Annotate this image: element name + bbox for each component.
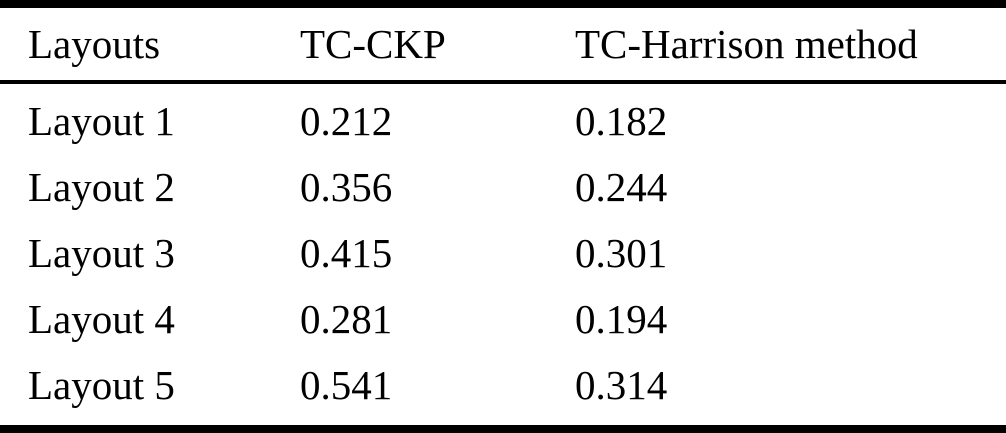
tc-harrison-value: 0.244 <box>575 163 668 210</box>
table-row: Layout 3 0.415 0.301 <box>0 229 1006 276</box>
row-label: Layout 1 <box>28 97 175 144</box>
table-row: Layout 4 0.281 0.194 <box>0 299 1006 340</box>
tc-harrison-value: 0.314 <box>575 362 668 409</box>
tc-ckp-value: 0.356 <box>300 163 393 210</box>
table-row: Layout 2 0.356 0.244 <box>0 163 1006 210</box>
table-row: Layout 1 0.212 0.182 <box>0 97 1006 144</box>
tc-ckp-value: 0.541 <box>300 362 393 409</box>
row-label: Layout 2 <box>28 163 175 210</box>
table-header-row: Layouts TC-CKP TC-Harrison method <box>0 8 1006 84</box>
table-body: Layout 1 0.212 0.182 Layout 2 0.356 0.24… <box>0 84 1006 425</box>
tc-ckp-value: 0.415 <box>300 229 393 276</box>
tc-ckp-value: 0.281 <box>300 296 393 343</box>
table-row: Layout 5 0.541 0.314 <box>0 365 1006 406</box>
row-label: Layout 3 <box>28 229 175 276</box>
tc-harrison-value: 0.301 <box>575 229 668 276</box>
tc-harrison-value: 0.182 <box>575 97 668 144</box>
column-header-layouts: Layouts <box>28 20 161 67</box>
column-header-tc-harrison: TC-Harrison method <box>575 20 918 67</box>
tc-harrison-value: 0.194 <box>575 296 668 343</box>
tc-ckp-value: 0.212 <box>300 97 393 144</box>
row-label: Layout 5 <box>28 362 175 409</box>
row-label: Layout 4 <box>28 296 175 343</box>
column-header-tc-ckp: TC-CKP <box>300 20 446 67</box>
